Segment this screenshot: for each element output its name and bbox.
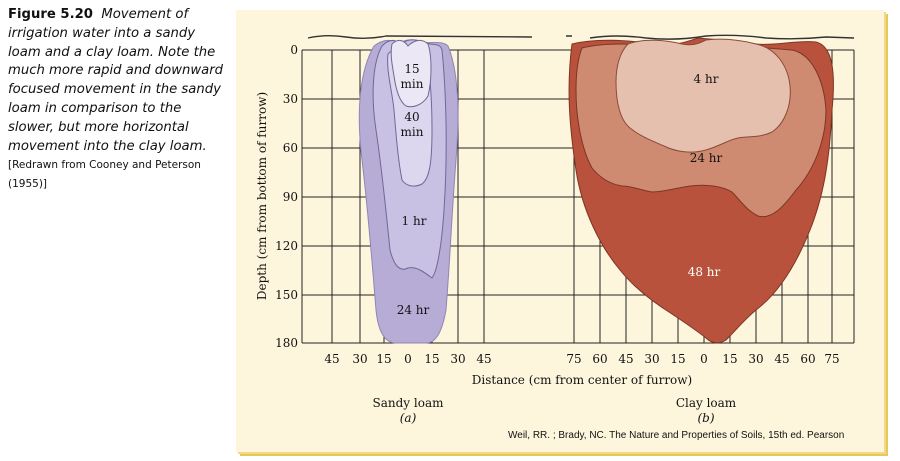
sandy-40min-label-1: 40	[404, 110, 419, 124]
x-axis-title: Distance (cm from center of furrow)	[472, 373, 692, 387]
soil-surface-line	[307, 34, 855, 40]
x-tick-label: 45	[618, 352, 633, 366]
y-tick-label: 90	[283, 190, 298, 204]
figure-credit: Weil, RR. ; Brady, NC. The Nature and Pr…	[508, 430, 845, 441]
x-tick-label: 45	[324, 352, 339, 366]
sandy-40min-label-2: min	[401, 125, 424, 139]
sandy-24hr-label: 24 hr	[397, 303, 430, 317]
clay-48hr-label: 48 hr	[688, 265, 721, 279]
figure-panel: 15 min 40 min 1 hr 24 hr 4 hr 24 hr 48 h…	[236, 10, 884, 452]
sandy-1hr-label: 1 hr	[402, 214, 427, 228]
y-axis-title: Depth (cm from bottom of furrow)	[255, 92, 269, 300]
y-tick-label: 60	[283, 141, 298, 155]
x-tick-label: 15	[424, 352, 439, 366]
figure-caption: Figure 5.20 Movement of irrigation water…	[8, 6, 226, 194]
sandy-15min-label-2: min	[401, 77, 424, 91]
figure-source: [Redrawn from Cooney and Peterson (1955)…	[8, 159, 201, 191]
clay-24hr-label: 24 hr	[690, 151, 723, 165]
x-tick-label: 15	[670, 352, 685, 366]
clay-loam-title: Clay loam	[676, 396, 737, 410]
sandy-loam-letter: (a)	[400, 411, 417, 425]
x-tick-label: 75	[824, 352, 839, 366]
sandy-15min-label-1: 15	[404, 62, 419, 76]
y-tick-label: 120	[275, 239, 298, 253]
x-tick-label: 30	[450, 352, 465, 366]
figure-label: Figure 5.20	[8, 7, 93, 22]
infiltration-diagram: 15 min 40 min 1 hr 24 hr 4 hr 24 hr 48 h…	[255, 34, 855, 425]
x-tick-label: 45	[774, 352, 789, 366]
figure-caption-text: Movement of irrigation water into a sand…	[8, 7, 223, 154]
x-tick-label: 60	[800, 352, 815, 366]
x-tick-label: 30	[352, 352, 367, 366]
clay-loam-fronts	[568, 37, 834, 344]
x-tick-label: 75	[566, 352, 581, 366]
x-tick-label: 15	[376, 352, 391, 366]
x-tick-label: 45	[476, 352, 491, 366]
sandy-front-15min	[390, 39, 432, 108]
y-tick-label: 150	[275, 288, 298, 302]
clay-loam-letter: (b)	[697, 411, 714, 425]
clay-4hr-label: 4 hr	[694, 72, 719, 86]
y-tick-label: 0	[290, 43, 298, 57]
clay-front-4hr	[615, 38, 791, 153]
sandy-loam-fronts	[358, 39, 459, 344]
y-tick-label: 180	[275, 336, 298, 350]
x-tick-label: 30	[644, 352, 659, 366]
x-tick-label: 15	[722, 352, 737, 366]
x-tick-label: 30	[748, 352, 763, 366]
y-tick-label: 30	[283, 92, 298, 106]
x-tick-label: 0	[404, 352, 412, 366]
x-tick-label: 0	[700, 352, 708, 366]
x-tick-label: 60	[592, 352, 607, 366]
sandy-loam-title: Sandy loam	[373, 396, 445, 410]
